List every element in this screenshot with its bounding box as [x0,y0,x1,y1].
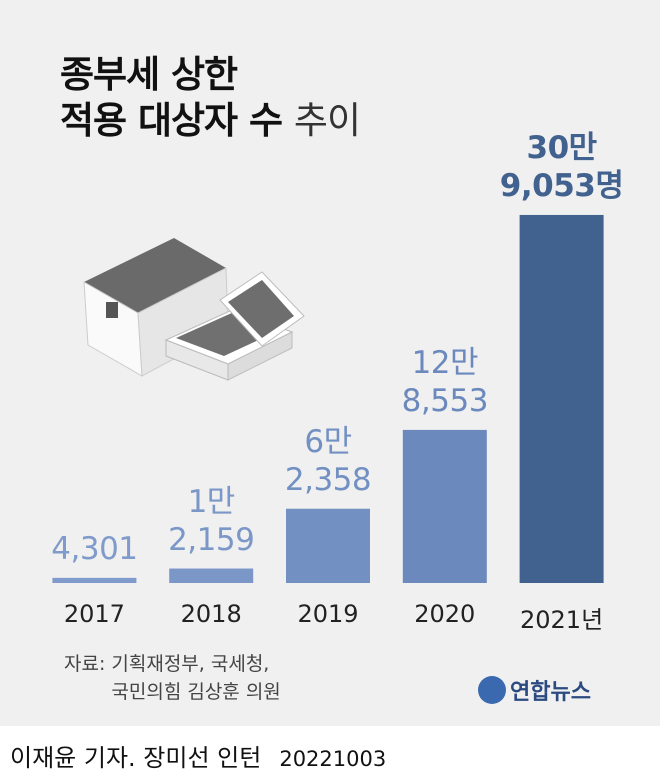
value-label: 12만 8,553 [401,344,489,419]
bar [169,568,254,583]
value-label: 6만 2,358 [284,423,372,498]
x-tick-label: 2017 [63,600,125,628]
source-text: 기획재정부, 국세청, 국민의힘 김상훈 의원 [111,653,281,703]
chart [52,214,604,583]
logo-mark [478,676,506,704]
value-label: 4,301 [51,530,138,567]
bar [519,214,604,583]
logo-text: 연합뉴스 [510,680,591,705]
bar [52,577,137,583]
value-label: 30만 9,053명 [499,129,624,204]
footer: 이재윤 기자. 장미선 인턴 20221003 [10,738,386,773]
chart-title: 종부세 상한 적용 대상자 수 [60,53,283,142]
chart-subtitle: 추이 [293,99,361,142]
x-tick-label: 2020 [414,600,476,628]
credit: 이재윤 기자. 장미선 인턴 [10,744,262,772]
bar [402,429,487,583]
bar [286,508,370,583]
house-illustration [83,238,305,381]
logo: 연합뉴스 [478,674,591,706]
date: 20221003 [279,747,387,771]
x-tick-label: 2021년 [520,606,604,634]
x-tick-label: 2018 [180,600,242,628]
title-block: 종부세 상한 적용 대상자 수 추이 [60,52,361,144]
source: 자료: 기획재정부, 국세청, 국민의힘 김상훈 의원 [64,650,281,706]
value-label: 1만 2,159 [168,483,255,558]
source-label: 자료: [64,653,106,675]
x-tick-label: 2019 [297,600,359,628]
